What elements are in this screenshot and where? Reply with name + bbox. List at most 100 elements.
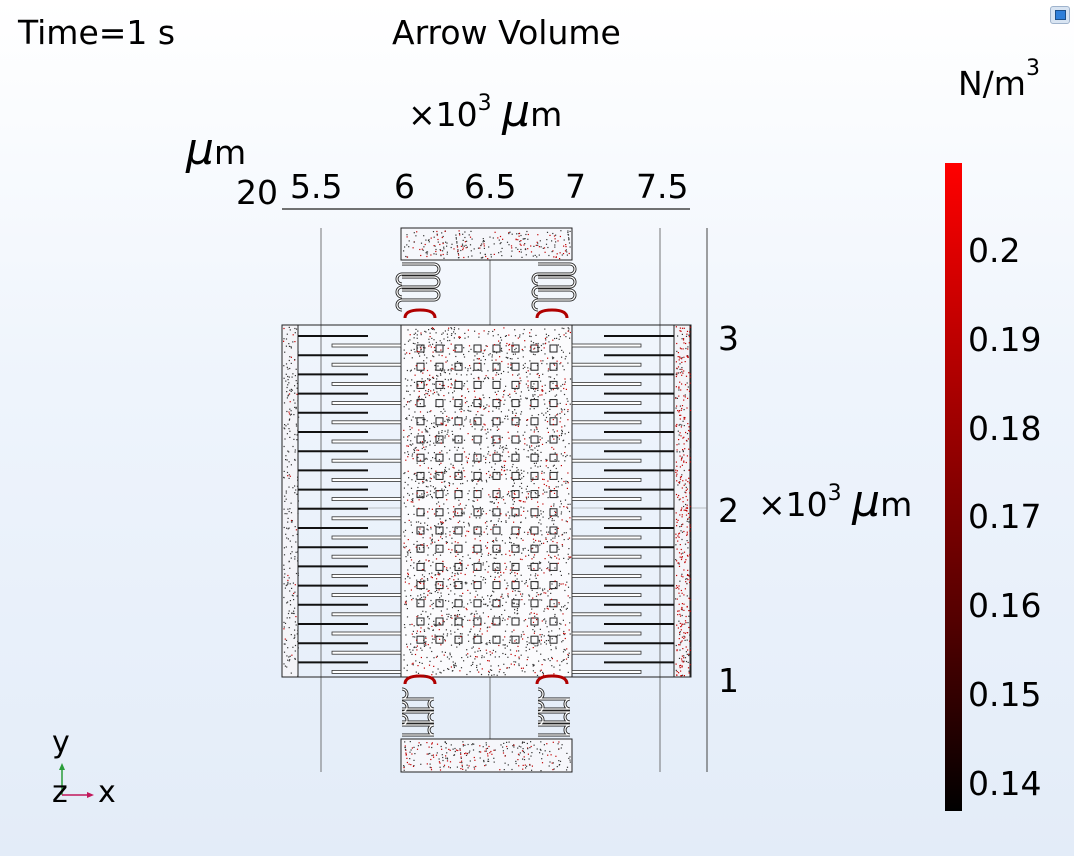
comb-finger-left-moving [331,516,402,521]
force-arrow [454,615,456,617]
force-arrow [549,469,552,472]
force-arrow [523,244,525,246]
force-arrow [537,574,539,576]
force-arrow [491,359,493,361]
force-arrow [535,573,537,575]
force-arrow [450,552,452,554]
force-arrow [437,473,439,475]
force-arrow [681,327,684,329]
force-arrow [452,464,454,466]
force-arrow [524,340,526,342]
force-arrow [485,473,488,475]
force-arrow [676,574,678,577]
force-arrow [285,533,287,535]
force-arrow [413,759,415,761]
force-arrow [457,749,459,752]
force-arrow [541,472,543,474]
force-arrow [433,442,435,444]
force-arrow [542,516,544,518]
force-arrow [556,542,558,544]
force-arrow [523,510,525,512]
etch-hole [511,599,520,608]
force-arrow [509,515,511,517]
force-arrow [432,327,435,330]
force-arrow [680,553,682,555]
force-arrow [421,248,423,250]
force-arrow [522,741,524,743]
force-arrow [552,537,554,539]
view-icon[interactable] [1050,6,1070,24]
force-arrow [686,653,688,655]
force-arrow [421,493,423,495]
force-arrow [480,359,482,361]
force-arrow [508,437,510,439]
force-arrow [441,521,443,523]
force-arrow [454,446,456,448]
force-arrow [445,629,447,631]
force-arrow [436,544,438,546]
force-arrow [454,575,456,577]
force-arrow [509,561,511,563]
force-arrow [446,752,448,754]
force-arrow [505,473,507,475]
force-arrow [459,558,461,561]
force-arrow [452,526,454,528]
force-arrow [567,400,569,402]
force-arrow [295,408,297,410]
y-axis-top-value: 20 [236,173,278,212]
force-arrow [684,588,686,590]
force-arrow [424,347,426,349]
force-arrow [678,563,680,565]
force-arrow [508,741,510,743]
force-arrow [540,749,542,751]
force-arrow [458,336,460,338]
x-tick-7: 7 [565,167,586,206]
force-arrow [441,355,443,357]
comb-finger-right-moving [571,497,642,502]
force-arrow [455,355,457,358]
force-arrow [422,444,424,446]
force-arrow [683,637,685,639]
force-arrow [546,526,548,528]
force-arrow [476,526,479,528]
force-arrow [447,340,449,342]
force-arrow [461,625,463,627]
force-arrow [676,624,678,626]
force-arrow [689,430,691,432]
force-arrow [514,612,516,614]
force-arrow [504,653,507,655]
force-arrow [509,393,511,395]
force-arrow [491,669,493,671]
etch-hole [473,362,482,371]
force-arrow [415,546,417,548]
etch-hole [530,599,539,608]
force-arrow [456,245,458,247]
force-arrow [458,230,460,232]
arrow-volume-dots [283,230,692,772]
force-arrow [448,485,450,487]
force-arrow [461,388,463,391]
force-arrow [538,660,540,662]
force-arrow [426,458,428,460]
force-arrow [297,662,299,664]
force-arrow [533,744,535,746]
force-arrow [492,649,494,651]
force-arrow [289,508,291,510]
force-arrow [297,476,299,478]
force-arrow [441,236,443,239]
force-arrow [454,638,456,640]
force-arrow [539,599,541,601]
force-arrow [427,431,429,433]
force-arrow [407,451,409,453]
force-arrow [552,382,554,384]
force-arrow [418,399,420,401]
force-arrow [533,541,535,543]
force-arrow [409,426,411,428]
force-arrow [448,593,450,595]
force-arrow [294,657,296,660]
force-arrow [429,763,431,765]
force-arrow [489,654,492,656]
force-arrow [436,635,438,638]
force-arrow [427,627,429,629]
